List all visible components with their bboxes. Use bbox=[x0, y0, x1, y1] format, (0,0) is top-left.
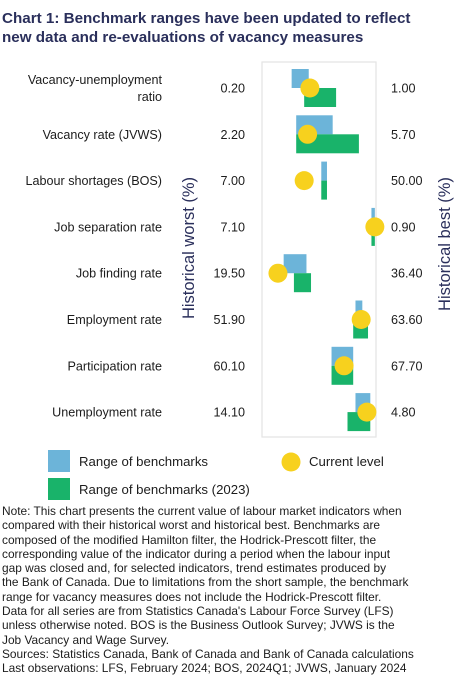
current-level-marker bbox=[294, 171, 314, 191]
legend-label-benchmark: Range of benchmarks bbox=[79, 454, 208, 469]
indicator-label: Vacancy rate (JVWS) bbox=[43, 128, 162, 142]
current-level-marker bbox=[300, 78, 320, 98]
historical-worst-value: 60.10 bbox=[213, 359, 245, 373]
current-level-marker bbox=[351, 310, 371, 329]
note-line: Data for all series are from Statistics … bbox=[2, 604, 394, 619]
sources-line: Sources: Statistics Canada, Bank of Cana… bbox=[2, 646, 414, 661]
note-line: compared with their historical worst and… bbox=[2, 518, 381, 533]
benchmark-range-bar bbox=[371, 207, 375, 227]
historical-best-value: 4.80 bbox=[391, 406, 416, 420]
benchmark-2023-range-bar bbox=[293, 273, 312, 293]
historical-best-value: 36.40 bbox=[391, 267, 423, 281]
indicator-labels: Vacancy-unemployment ratio 0.20 1.00 Vacancy… bbox=[25, 73, 422, 420]
left-axis-title: Historical worst (%) bbox=[180, 177, 198, 319]
plot-frame bbox=[261, 61, 377, 438]
indicator-label: Participation rate bbox=[67, 359, 162, 373]
note-line: range for vacancy measures does not incl… bbox=[2, 589, 382, 604]
current-level-marker bbox=[298, 124, 318, 144]
benchmark-range-bar bbox=[283, 254, 307, 274]
last-observations-line: Last observations: LFS, February 2024; B… bbox=[2, 661, 407, 676]
note-line: Note: This chart presents the current va… bbox=[2, 504, 402, 518]
note-line: corresponding value of the indicator dur… bbox=[2, 546, 391, 561]
historical-worst-value: 7.10 bbox=[220, 220, 245, 234]
indicator-label: Unemployment rate bbox=[52, 406, 162, 420]
current-level-marker bbox=[365, 217, 385, 237]
legend: Range of benchmarks Range of benchmarks … bbox=[48, 450, 384, 500]
chart-title-line-2: new data and re-evaluations of vacancy m… bbox=[2, 29, 364, 46]
historical-best-value: 5.70 bbox=[391, 128, 416, 142]
historical-best-value: 0.90 bbox=[391, 220, 416, 234]
legend-swatch-benchmark bbox=[48, 450, 70, 472]
benchmark-2023-range-bar bbox=[371, 226, 375, 246]
plot-frame-border bbox=[261, 61, 377, 438]
historical-worst-value: 0.20 bbox=[220, 82, 245, 96]
indicator-label: Employment rate bbox=[67, 313, 162, 327]
current-level-marker bbox=[357, 402, 377, 422]
legend-marker-current bbox=[281, 452, 301, 472]
benchmark-range-chart: Vacancy-unemployment ratio 0.20 1.00 Vacancy… bbox=[25, 61, 454, 500]
indicator-label: ratio bbox=[138, 90, 163, 104]
historical-best-value: 1.00 bbox=[391, 82, 416, 96]
historical-worst-value: 51.90 bbox=[213, 313, 245, 327]
current-level-marker bbox=[268, 263, 288, 283]
current-level-markers bbox=[268, 78, 385, 422]
historical-worst-value: 7.00 bbox=[220, 174, 245, 188]
legend-label-current: Current level bbox=[309, 454, 384, 469]
chart-title-line-1: Chart 1: Benchmark ranges have been upda… bbox=[2, 10, 411, 27]
note-line: Job Vacancy and Wage Survey. bbox=[2, 632, 169, 647]
indicator-label: Job finding rate bbox=[76, 267, 162, 281]
note-line: the Bank of Canada. Due to limitations f… bbox=[2, 575, 409, 590]
indicator-label: Job separation rate bbox=[54, 220, 162, 234]
historical-worst-value: 14.10 bbox=[213, 406, 245, 420]
indicator-label: Vacancy-unemployment bbox=[28, 73, 163, 87]
chart-title: Chart 1: Benchmark ranges have been upda… bbox=[2, 9, 468, 47]
historical-worst-value: 19.50 bbox=[213, 267, 245, 281]
benchmark-range-bar bbox=[355, 300, 363, 320]
benchmark-2023-range-bar bbox=[321, 180, 327, 200]
note-line: unless otherwise noted. BOS is the Busin… bbox=[2, 618, 395, 633]
historical-best-value: 67.70 bbox=[391, 359, 423, 373]
historical-worst-value: 2.20 bbox=[220, 128, 245, 142]
legend-label-benchmark-2023: Range of benchmarks (2023) bbox=[79, 482, 250, 497]
legend-swatch-benchmark-2023 bbox=[48, 478, 70, 500]
historical-best-value: 50.00 bbox=[391, 174, 423, 188]
chart-note: Note: This chart presents the current va… bbox=[2, 504, 470, 676]
note-line: composed of the modified Hamilton filter… bbox=[2, 532, 377, 547]
current-level-marker bbox=[334, 356, 354, 376]
right-axis-title: Historical best (%) bbox=[436, 177, 454, 311]
note-line: gap was closed and, for selected indicat… bbox=[2, 561, 387, 576]
benchmark-range-bar bbox=[321, 161, 327, 181]
historical-best-value: 63.60 bbox=[391, 313, 423, 327]
indicator-label: Labour shortages (BOS) bbox=[25, 174, 162, 188]
range-bars bbox=[283, 69, 375, 432]
